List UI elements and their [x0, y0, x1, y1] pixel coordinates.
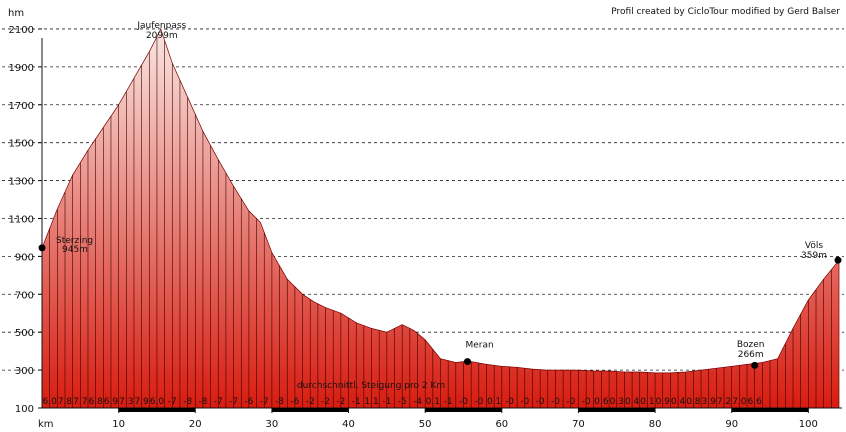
gradient-label: -7	[229, 397, 238, 407]
gradient-label: -2	[306, 397, 315, 407]
x-tick-label: 60	[495, 419, 508, 430]
gradient-stripes	[49, 36, 832, 408]
gradient-label: -0	[582, 397, 591, 407]
gradient-label: -7	[214, 397, 223, 407]
gradient-label: 0.1	[487, 397, 501, 407]
sterzing-elevation-label: 945m	[62, 245, 88, 255]
gradient-label: -2	[321, 397, 330, 407]
y-tick-label: 500	[15, 328, 34, 339]
y-tick-label: 2100	[9, 25, 34, 36]
y-tick-label: 1100	[9, 214, 34, 225]
scale-bar-segment	[271, 408, 349, 412]
gradient-label: -0	[566, 397, 575, 407]
gradient-label: -2	[336, 397, 345, 407]
scale-bar-segment	[118, 408, 196, 412]
gradient-label: 7.2	[717, 397, 731, 407]
gradient-label: 3.9	[702, 397, 717, 407]
credit-text: Profil created by CicloTour modified by …	[611, 7, 840, 17]
meran-marker	[463, 358, 471, 366]
y-tick-label: 1900	[9, 63, 34, 74]
x-tick-label: 100	[799, 419, 818, 430]
x-tick-label: 90	[725, 419, 738, 430]
gradient-label: 6.0	[150, 397, 165, 407]
bozen-name-label: Bozen	[737, 340, 765, 350]
meran-name-label: Meran	[465, 341, 493, 351]
y-tick-label: 1300	[9, 177, 34, 188]
bozen-elevation-label: 266m	[738, 350, 764, 360]
gradient-label: 0.3	[610, 397, 624, 407]
x-axis-ticks: 10 20 30 40 50 60 70 80 90 100	[112, 408, 818, 430]
gradient-label: 7.3	[119, 397, 133, 407]
sterzing-name-label: Sterzing	[56, 236, 93, 246]
gradient-label: 7.8	[58, 397, 73, 407]
x-tick-label: 30	[266, 419, 279, 430]
gradient-label: 0.1	[640, 397, 654, 407]
gradient-label: -8	[275, 397, 284, 407]
voels-elevation-label: 359m	[801, 251, 827, 261]
gradient-label: -5	[398, 397, 407, 407]
y-tick-label: 100	[15, 404, 34, 415]
sterzing-marker	[38, 244, 46, 252]
gradient-label: -0	[474, 397, 483, 407]
x-axis-unit-label: km	[38, 419, 54, 430]
gradient-label: 6.9	[104, 397, 119, 407]
gradient-label: 7.7	[73, 397, 87, 407]
gradient-labels: 6.0 7.8 7.7 6.8 6.9 7.3 7.9 6.0 -7 -8 -8 -7 -7 -6 -7 -8…	[42, 397, 762, 407]
gradient-label: -8	[198, 397, 207, 407]
y-axis-ticks: 100 300 500 700 900 1100 1300 1500 1700 1900 2100	[9, 25, 42, 415]
y-tick-label: 1700	[9, 101, 34, 112]
y-tick-label: 1500	[9, 139, 34, 150]
peak-name-label: Jaufenpass	[136, 21, 186, 31]
gradient-note: durchschnittl. Steigung pro 2 Km	[297, 381, 445, 391]
peak-elevation-label: 2099m	[146, 31, 178, 41]
x-tick-label: 10	[112, 419, 125, 430]
gradient-label: 0.6	[594, 397, 609, 407]
x-axis-scale-bar	[118, 408, 809, 412]
gradient-label: 0.4	[625, 397, 640, 407]
gradient-label: 7.0	[732, 397, 747, 407]
gradient-label: 6.6	[748, 397, 763, 407]
gradient-label: -0	[551, 397, 560, 407]
gradient-label: 6.8	[88, 397, 103, 407]
gradient-label: -1	[382, 397, 391, 407]
voels-name-label: Völs	[805, 241, 823, 251]
gradient-label: 0.8	[686, 397, 701, 407]
voels-marker	[834, 256, 842, 264]
y-tick-label: 900	[15, 252, 34, 263]
y-tick-label: 300	[15, 366, 34, 377]
gradient-label: -4	[413, 397, 422, 407]
x-tick-label: 70	[572, 419, 585, 430]
gradient-label: -7	[260, 397, 269, 407]
gradient-label: -6	[244, 397, 253, 407]
scale-bar-segment	[731, 408, 809, 412]
gradient-label: 0.1	[426, 397, 440, 407]
x-tick-label: 40	[342, 419, 355, 430]
gradient-label: -1	[444, 397, 453, 407]
x-tick-label: 50	[419, 419, 432, 430]
y-axis-unit-label: hm	[8, 8, 24, 19]
gradient-label: 0.9	[656, 397, 671, 407]
gradient-label: 1.1	[364, 397, 378, 407]
x-tick-label: 20	[189, 419, 202, 430]
x-tick-label: 80	[649, 419, 662, 430]
gradient-label: 6.0	[42, 397, 57, 407]
gradient-label: -0	[459, 397, 468, 407]
scale-bar-segment	[425, 408, 502, 412]
gradient-label: 7.9	[134, 397, 149, 407]
gradient-label: -7	[168, 397, 177, 407]
scale-bar-segment	[578, 408, 656, 412]
bozen-marker	[751, 361, 759, 369]
gradient-label: -6	[290, 397, 299, 407]
gradient-label: -0	[520, 397, 529, 407]
gradient-label: -8	[183, 397, 192, 407]
gradient-label: 0.4	[671, 397, 686, 407]
gradient-label: -1	[352, 397, 361, 407]
gradient-label: -0	[505, 397, 514, 407]
y-tick-label: 700	[15, 290, 34, 301]
gradient-label: -0	[536, 397, 545, 407]
